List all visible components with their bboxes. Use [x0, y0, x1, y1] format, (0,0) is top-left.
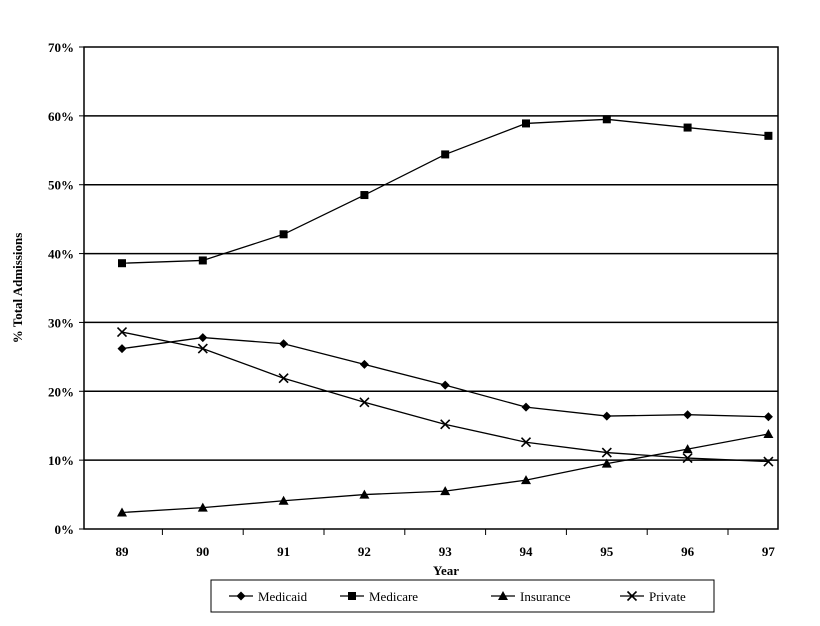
x-marker-stroke — [116, 327, 128, 338]
data-point-insurance — [359, 489, 370, 499]
series-insurance — [117, 428, 774, 517]
data-point-private — [763, 456, 774, 467]
data-point-private — [601, 447, 612, 458]
data-point-private — [116, 327, 128, 338]
data-point-medicare — [683, 123, 692, 132]
data-point-medicaid — [683, 410, 693, 420]
x-marker-stroke — [278, 373, 289, 384]
x-marker-stroke — [601, 447, 612, 458]
x-tick-label: 91 — [277, 544, 290, 559]
data-point-insurance — [117, 507, 127, 517]
data-point-medicaid — [602, 411, 612, 421]
series-private — [116, 327, 774, 467]
x-marker-stroke — [626, 590, 638, 602]
data-point-medicaid — [521, 402, 531, 412]
x-axis-ticks: 89 90 91 92 93 94 95 96 97 — [116, 529, 776, 559]
data-point-medicare — [602, 115, 611, 124]
data-point-medicare — [441, 150, 450, 159]
y-tick-label: 40% — [48, 247, 74, 262]
data-point-insurance — [278, 495, 289, 505]
legend-label-insurance: Insurance — [520, 589, 571, 604]
x-tick-label: 93 — [439, 544, 453, 559]
data-point-insurance — [521, 475, 531, 485]
data-point-medicaid — [359, 359, 369, 369]
legend-item-private: Private — [620, 589, 686, 604]
x-marker-stroke — [197, 343, 208, 354]
legend-item-medicare: Medicare — [340, 589, 418, 604]
data-point-insurance — [440, 486, 451, 496]
y-tick-label: 60% — [48, 109, 74, 124]
x-tick-label: 96 — [681, 544, 695, 559]
legend: Medicaid Medicare Insurance Private — [210, 579, 715, 613]
data-point-medicaid — [198, 333, 208, 343]
x-tick-label: 90 — [196, 544, 209, 559]
data-point-insurance — [763, 428, 774, 438]
x-marker-stroke — [682, 453, 693, 464]
legend-label-medicare: Medicare — [369, 589, 418, 604]
data-point-private — [682, 453, 693, 464]
legend-marker-medicare — [348, 592, 356, 600]
series-line-private — [121, 331, 769, 463]
data-point-private — [278, 373, 289, 384]
x-axis-title: Year — [433, 563, 459, 578]
legend-item-insurance: Insurance — [491, 589, 571, 604]
series-medicaid — [117, 333, 773, 422]
plot-area-frame — [83, 46, 779, 530]
data-point-medicare — [198, 256, 207, 265]
data-point-medicaid — [763, 412, 773, 422]
legend-items: Medicaid Medicare Insurance Private — [229, 589, 686, 604]
x-tick-label: 94 — [520, 544, 534, 559]
legend-frame — [210, 579, 715, 613]
y-tick-label: 70% — [48, 40, 74, 55]
x-tick-label: 97 — [762, 544, 776, 559]
x-tick-label: 95 — [600, 544, 614, 559]
data-point-medicare — [764, 131, 773, 140]
y-tick-label: 0% — [55, 522, 75, 537]
data-point-private — [440, 419, 451, 430]
data-point-medicaid — [440, 380, 450, 390]
data-point-medicare — [522, 119, 530, 128]
data-point-medicare — [360, 191, 369, 200]
y-tick-label: 20% — [48, 384, 74, 399]
data-point-medicaid — [279, 339, 289, 349]
x-tick-label: 89 — [116, 544, 130, 559]
data-point-insurance — [601, 458, 612, 468]
series-line-insurance — [121, 433, 769, 514]
data-point-medicare — [118, 259, 126, 268]
x-tick-label: 92 — [358, 544, 371, 559]
legend-label-private: Private — [649, 589, 686, 604]
y-tick-label: 50% — [48, 178, 74, 193]
data-point-private — [520, 437, 532, 448]
y-axis-title: % Total Admissions — [10, 233, 25, 344]
data-point-insurance — [682, 444, 693, 454]
legend-marker-insurance — [498, 591, 508, 600]
data-point-private — [359, 397, 370, 408]
data-point-medicaid — [117, 344, 127, 354]
x-marker-stroke — [359, 397, 370, 408]
y-tick-label: 10% — [48, 453, 74, 468]
x-marker-stroke — [520, 437, 532, 448]
y-tick-label: 30% — [48, 315, 74, 330]
legend-item-medicaid: Medicaid — [229, 589, 308, 604]
data-point-medicare — [279, 230, 288, 239]
x-marker-stroke — [763, 456, 774, 467]
series-medicare — [118, 115, 773, 268]
gridlines — [84, 115, 778, 461]
x-marker-stroke — [440, 419, 451, 430]
y-axis-ticks: 0% 10% 20% 30% 40% 50% 60% 70% — [48, 40, 84, 537]
series-line-medicare — [121, 118, 769, 264]
legend-marker-medicaid — [236, 591, 246, 601]
data-point-private — [197, 343, 208, 354]
series-line-medicaid — [121, 336, 769, 418]
series-layer — [116, 115, 774, 517]
legend-label-medicaid: Medicaid — [258, 589, 308, 604]
legend-marker-private — [626, 590, 638, 602]
data-point-insurance — [197, 502, 208, 512]
